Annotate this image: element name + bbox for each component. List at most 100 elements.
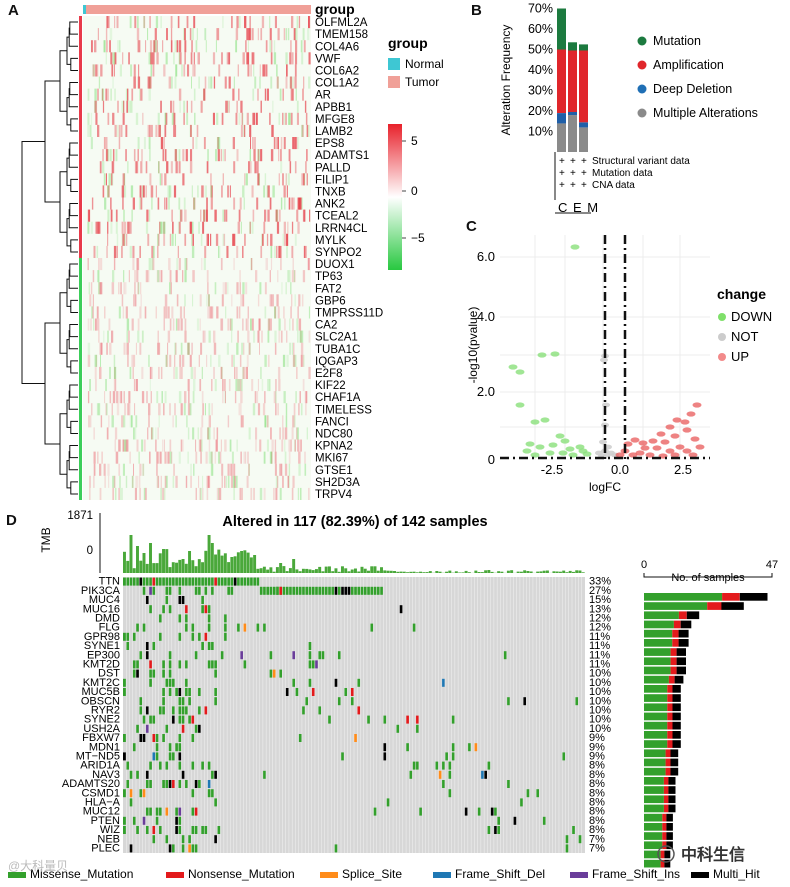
heatmap-cell xyxy=(97,221,99,234)
sample-bar-missense xyxy=(644,758,666,767)
heatmap-cell xyxy=(134,403,136,416)
heatmap-cell xyxy=(207,149,209,162)
sample-bar-nonsense xyxy=(668,675,675,684)
heatmap-cell xyxy=(179,306,183,319)
heatmap-cell xyxy=(295,137,298,150)
heatmap-cell xyxy=(180,439,182,452)
tmb-bar xyxy=(262,566,266,573)
heatmap-cell xyxy=(264,415,267,428)
heatmap-cell xyxy=(288,451,291,464)
heatmap-cell xyxy=(294,64,297,77)
mutation-cell xyxy=(145,724,149,733)
mutation-cell xyxy=(178,706,182,715)
heatmap-cell xyxy=(290,40,292,53)
mutation-cell xyxy=(191,623,195,632)
alteration-bar-deep_deletion xyxy=(568,112,577,116)
tmb-bar xyxy=(129,535,133,573)
mutation-cell xyxy=(158,632,162,641)
mutation-cell xyxy=(350,586,354,595)
heatmap-cell xyxy=(162,439,163,452)
mutation-cell xyxy=(279,586,283,595)
oncoplot-gene-label: MT−ND5 xyxy=(76,751,120,763)
volcano-point-up xyxy=(628,452,638,458)
heatmap-cell xyxy=(249,221,252,234)
tmb-bar xyxy=(422,572,426,573)
tmb-bar xyxy=(139,560,143,573)
sample-bar-multihit xyxy=(668,804,676,813)
mutation-cell xyxy=(165,596,169,604)
heatmap-cell xyxy=(297,197,300,210)
panel-label-a: A xyxy=(8,2,19,19)
oncoplot-gene-label: MUC16 xyxy=(83,603,120,615)
volcano-point-up xyxy=(675,444,685,450)
heatmap-cell xyxy=(198,439,201,452)
heatmap-cell xyxy=(218,245,220,258)
heatmap-cell xyxy=(222,391,224,404)
heatmap-cell xyxy=(299,197,302,210)
heatmap-cell xyxy=(134,270,137,283)
heatmap-cell xyxy=(185,149,188,162)
sample-bar-multihit xyxy=(672,703,681,712)
mutation-cell xyxy=(171,844,175,853)
mutation-cell xyxy=(227,577,230,586)
heatmap-cell xyxy=(225,475,227,488)
heatmap-cell xyxy=(263,185,266,198)
heatmap-cell xyxy=(290,88,293,101)
heatmap-cell xyxy=(269,379,271,392)
heatmap-cell xyxy=(121,487,123,500)
heatmap-cell xyxy=(178,149,181,162)
mutation-cell xyxy=(357,678,361,687)
heatmap-cell xyxy=(198,475,200,488)
mutation-cell xyxy=(129,770,133,779)
heatmap-gene-label: COL6A2 xyxy=(315,65,359,77)
mutation-cell xyxy=(285,586,289,595)
heatmap-cell xyxy=(250,64,252,77)
oncoplot-gene-pct: 10% xyxy=(589,705,611,717)
heatmap-cell xyxy=(291,245,294,258)
heatmap-cell xyxy=(248,342,251,355)
heatmap-cell xyxy=(280,161,283,174)
heatmap-cell xyxy=(119,64,122,77)
heatmap-cell xyxy=(150,185,154,198)
heatmap-cell xyxy=(162,149,165,162)
heatmap-cell xyxy=(128,330,130,343)
mutation-cell xyxy=(132,632,136,641)
heatmap-cell xyxy=(169,403,171,416)
heatmap-cell xyxy=(179,209,182,222)
plus-mark: + xyxy=(570,156,576,167)
heatmap-cell xyxy=(106,403,108,416)
mutation-cell xyxy=(220,577,224,586)
heatmap-cell xyxy=(122,415,126,428)
mutation-cell xyxy=(152,577,156,586)
heatmap-gene-label: COL1A2 xyxy=(315,78,359,90)
heatmap-cell xyxy=(295,88,297,101)
heatmap-cell xyxy=(204,185,207,198)
heatmap-cell xyxy=(269,16,271,29)
heatmap-cell xyxy=(295,391,297,404)
mutation-cell xyxy=(142,715,146,724)
heatmap-cell xyxy=(118,137,121,150)
heatmap-cell xyxy=(118,463,121,476)
mutation-cell xyxy=(162,734,165,742)
heatmap-cell xyxy=(210,173,212,186)
heatmap-cell xyxy=(298,318,302,331)
sample-bar-multihit xyxy=(670,767,679,776)
heatmap-cell xyxy=(164,124,166,137)
heatmap-cell xyxy=(122,197,124,210)
heatmap-cell xyxy=(170,282,172,295)
heatmap-cell xyxy=(87,221,90,234)
alteration-ylabel: Alteration Frequency xyxy=(499,25,513,136)
tmb-bar xyxy=(220,555,224,573)
heatmap-cell xyxy=(170,40,173,53)
heatmap-cell xyxy=(161,391,163,404)
tmb-bar xyxy=(399,571,403,573)
heatmap-cell xyxy=(221,366,223,379)
volcano-point-up xyxy=(638,440,648,446)
heatmap-cell xyxy=(284,451,287,464)
heatmap-gene-label: TMPRSS11D xyxy=(315,307,383,319)
heatmap-cell xyxy=(91,197,94,210)
sample-bar-nonsense xyxy=(722,593,740,601)
oncoplot-gene-label: OBSCN xyxy=(81,695,120,707)
heatmap-cell xyxy=(144,487,147,500)
heatmap-cell xyxy=(103,137,106,150)
